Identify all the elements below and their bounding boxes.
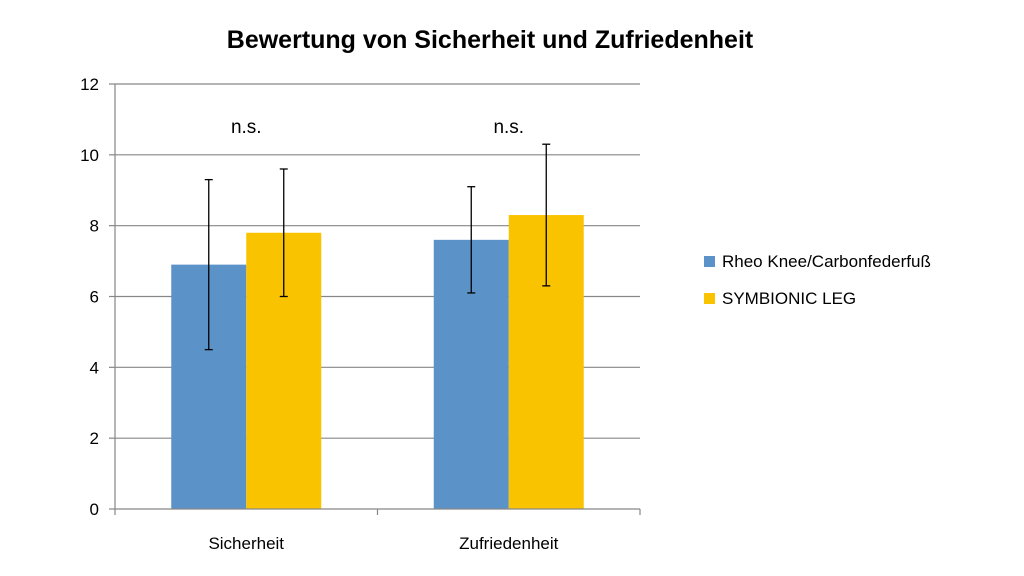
legend-swatch	[704, 293, 715, 304]
significance-annotation: n.s.	[231, 117, 262, 138]
legend-label: Rheo Knee/Carbonfederfuß	[722, 252, 931, 271]
bars	[171, 215, 584, 510]
axes	[114, 84, 641, 515]
significance-annotation: n.s.	[493, 117, 524, 138]
y-tick-label: 6	[90, 288, 99, 307]
y-tick-label: 0	[90, 500, 99, 519]
y-tick-label: 10	[80, 146, 99, 165]
error-bars	[204, 143, 551, 351]
category-label: Sicherheit	[208, 534, 284, 553]
y-tick-label: 4	[90, 358, 99, 377]
y-tick-label: 12	[80, 75, 99, 94]
legend: Rheo Knee/Carbonfederfuß SYMBIONIC LEG	[704, 252, 931, 308]
category-label: Zufriedenheit	[459, 534, 559, 553]
y-axis-ticks: 0 2 4 6 8 10 12	[80, 75, 115, 519]
chart-title: Bewertung von Sicherheit und Zufriedenhe…	[227, 26, 754, 54]
legend-label: SYMBIONIC LEG	[722, 289, 856, 308]
y-tick-label: 2	[90, 429, 99, 448]
y-tick-label: 8	[90, 217, 99, 236]
category-labels: Sicherheit Zufriedenheit	[208, 534, 558, 553]
annotations: n.s. n.s.	[231, 117, 524, 138]
legend-swatch	[704, 256, 715, 267]
